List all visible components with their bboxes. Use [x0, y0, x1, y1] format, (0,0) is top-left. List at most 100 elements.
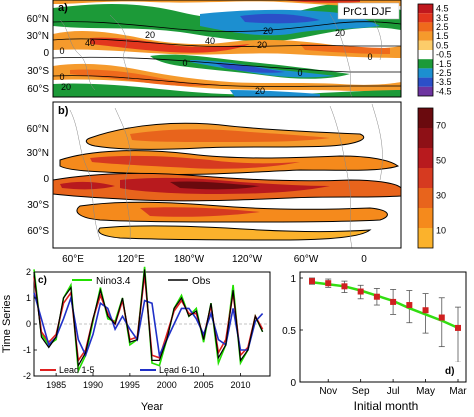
panel-b-ytick-label: 30°S	[27, 200, 49, 211]
data-point	[438, 314, 445, 321]
colorbar-a-swatch	[418, 86, 433, 96]
panel-a-label: a)	[58, 2, 68, 14]
colorbar-a-tick: -0.5	[436, 50, 452, 60]
data-point	[341, 283, 348, 290]
panel-a-ytick-label: 30°S	[27, 66, 49, 77]
panel-a-contour-label: 0	[182, 58, 187, 68]
colorbar-a-swatch	[418, 40, 433, 50]
colorbar-a-swatch	[418, 22, 433, 32]
colorbar-a-swatch	[418, 77, 433, 87]
panel-b-xtick-label: 120°W	[232, 254, 263, 265]
panel-b-x-axis: 60°E 120°E 180°W 120°W 60°W 0	[62, 254, 367, 265]
panel-d-xtick-label: Sep	[352, 386, 370, 397]
panel-c-xlabel: Year	[141, 401, 164, 413]
colorbar-b-swatch	[418, 128, 433, 148]
panel-b-y-axis: 60°N 30°N 0 30°S 60°S	[27, 124, 50, 237]
panel-b-ytick-label: 30°N	[27, 148, 49, 159]
data-point	[373, 293, 380, 300]
panel-d-xtick-label: May	[416, 386, 435, 397]
colorbar-a-tick: -3.5	[436, 77, 452, 87]
panel-c-y-axis: -2 -1 0 1 2	[23, 267, 37, 381]
panel-d-ytick-label: 1	[290, 274, 296, 285]
panel-c-xtick-label: 2000	[157, 380, 177, 390]
panel-c-ytick-label: 1	[26, 293, 31, 303]
panel-a-contour-label: 20	[255, 86, 265, 96]
panel-a-contour-label: 0	[59, 46, 64, 56]
colorbar-a-swatch	[418, 50, 433, 60]
legend-label-lead1: Lead 1-5	[59, 365, 95, 375]
panel-b-label: b)	[58, 105, 69, 117]
panel-c-xtick-label: 1985	[46, 380, 66, 390]
panel-a-contour-label: 40	[205, 36, 215, 46]
panel-c-xtick-label: 2005	[194, 380, 214, 390]
panel-a-ytick-label: 30°N	[27, 31, 49, 42]
panel-c-ytick-label: 2	[26, 267, 31, 277]
data-point	[390, 298, 397, 305]
data-point	[309, 278, 315, 285]
panel-b-xtick-label: 60°W	[294, 254, 319, 265]
panel-c-ytick-label: -2	[23, 371, 31, 381]
panel-c: -2 -1 0 1 2 1985 1990 1995 2000 2005 2010 c) Nino…	[1, 266, 271, 413]
colorbar-a-tick: 1.5	[436, 31, 449, 41]
panel-c-ytick-label: -1	[23, 345, 31, 355]
panel-a-contour-label: 20	[145, 30, 155, 40]
colorbar-b-swatch	[418, 208, 433, 228]
panel-a-ytick-label: 60°N	[27, 14, 49, 25]
colorbar-a-tick: 0.5	[436, 40, 449, 50]
data-point	[406, 302, 413, 309]
colorbar-b-swatch	[418, 188, 433, 208]
colorbar-a-tick: -4.5	[436, 86, 452, 96]
colorbar-a-tick: 2.5	[436, 22, 449, 32]
panel-b-colorbar: 70 50 30 10	[417, 107, 446, 249]
panel-b-xtick-label: 120°E	[117, 254, 145, 265]
panel-b-ytick-label: 60°N	[27, 124, 49, 135]
colorbar-a-tick: 4.5	[436, 4, 449, 14]
panel-c-xtick-label: 1990	[83, 380, 103, 390]
panel-a-contour-label: 0	[297, 68, 302, 78]
panel-d-xtick-label: Mar	[449, 386, 467, 397]
panel-a-ytick-label: 60°S	[27, 84, 49, 95]
panel-d-x-axis: Nov Sep Jul May Mar	[319, 379, 467, 397]
colorbar-b-swatch	[418, 228, 433, 248]
legend-label-nino34: Nino3.4	[96, 276, 131, 287]
panel-a-ytick-label: 0	[43, 48, 49, 59]
colorbar-b-tick: 10	[436, 226, 446, 236]
panel-b: b) 60°N 30°N 0 30°S 60°S 60°E 120°E 180°W 120°W…	[27, 101, 402, 265]
colorbar-b-swatch	[418, 148, 433, 168]
data-point	[357, 288, 364, 295]
panel-d-xlabel: Initial month	[354, 399, 419, 413]
colorbar-a-swatch	[418, 4, 433, 14]
panel-c-lines	[33, 266, 264, 374]
panel-a-field	[53, 0, 401, 97]
colorbar-a-swatch	[418, 31, 433, 41]
panel-d-xtick-label: Nov	[319, 386, 337, 397]
colorbar-a-tick: -2.5	[436, 68, 452, 78]
panel-a-contour-label: 20	[61, 82, 71, 92]
panel-d-label: d)	[445, 366, 454, 377]
colorbar-b-swatch	[418, 108, 433, 128]
panel-a-title: PrC1 DJF	[343, 6, 392, 18]
legend-label-obs: Obs	[192, 276, 210, 287]
panel-a-contour-label: 20	[257, 40, 267, 50]
data-point	[325, 280, 332, 287]
colorbar-a-tick: 3.5	[436, 13, 449, 23]
panel-b-field	[53, 103, 401, 248]
series-line-obs	[33, 269, 264, 368]
colorbar-a-swatch	[418, 68, 433, 78]
panel-c-ylabel: Time Series	[1, 294, 13, 353]
colorbar-b-swatch	[418, 168, 433, 188]
colorbar-a-swatch	[418, 13, 433, 23]
fit-line	[311, 280, 459, 330]
colorbar-a-tick: -1.5	[436, 59, 452, 69]
panel-d-marks	[309, 277, 461, 363]
panel-a-contour-label: 40	[85, 38, 95, 48]
data-point	[455, 324, 461, 331]
colorbar-a-swatch	[418, 59, 433, 69]
panel-a-contour-label: 20	[335, 28, 345, 38]
panel-a-contour-label: 20	[263, 26, 273, 36]
panel-b-xtick-label: 60°E	[62, 254, 84, 265]
panel-d: 00.51 Nov Sep Jul May Mar d) Initial month	[282, 271, 467, 413]
panel-b-xtick-label: 180°W	[174, 254, 205, 265]
